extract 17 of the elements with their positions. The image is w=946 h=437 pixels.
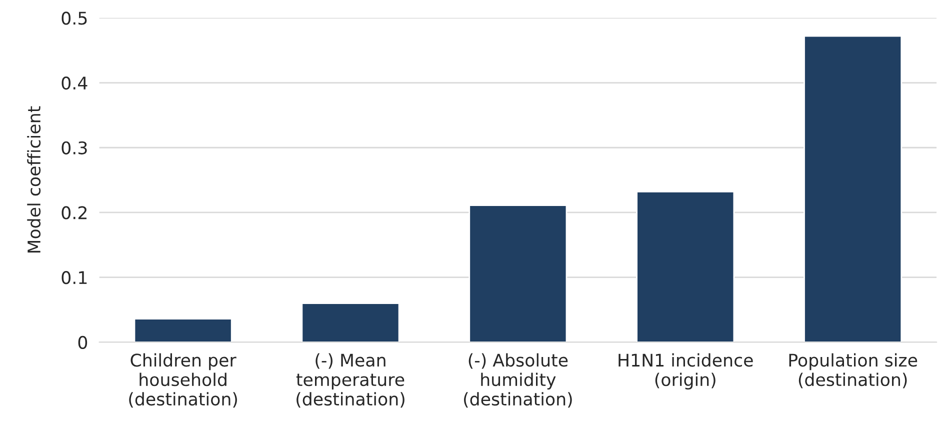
y-tick-label: 0 [78, 336, 88, 350]
bar [804, 35, 902, 342]
bar [301, 302, 400, 342]
x-tick-label: H1N1 incidence (origin) [618, 353, 753, 390]
bar [636, 191, 735, 342]
y-tick-label: 0.2 [62, 206, 86, 220]
y-tick-label: 0.1 [62, 271, 87, 284]
x-tick-label: (-) Mean temperature (destination) [296, 353, 404, 408]
y-tick-label: 0.3 [62, 141, 87, 154]
y-tick-label: 0.4 [62, 76, 88, 90]
x-tick-label: Children per household (destination) [129, 353, 237, 408]
y-axis-title: Model coefficient [27, 106, 41, 253]
y-tick-label: 0.5 [62, 12, 87, 25]
x-tick-label: Population size (destination) [789, 353, 918, 388]
bar [134, 318, 232, 342]
x-tick-label: (-) Absolute humidity (destination) [464, 353, 572, 408]
bar [468, 204, 568, 342]
